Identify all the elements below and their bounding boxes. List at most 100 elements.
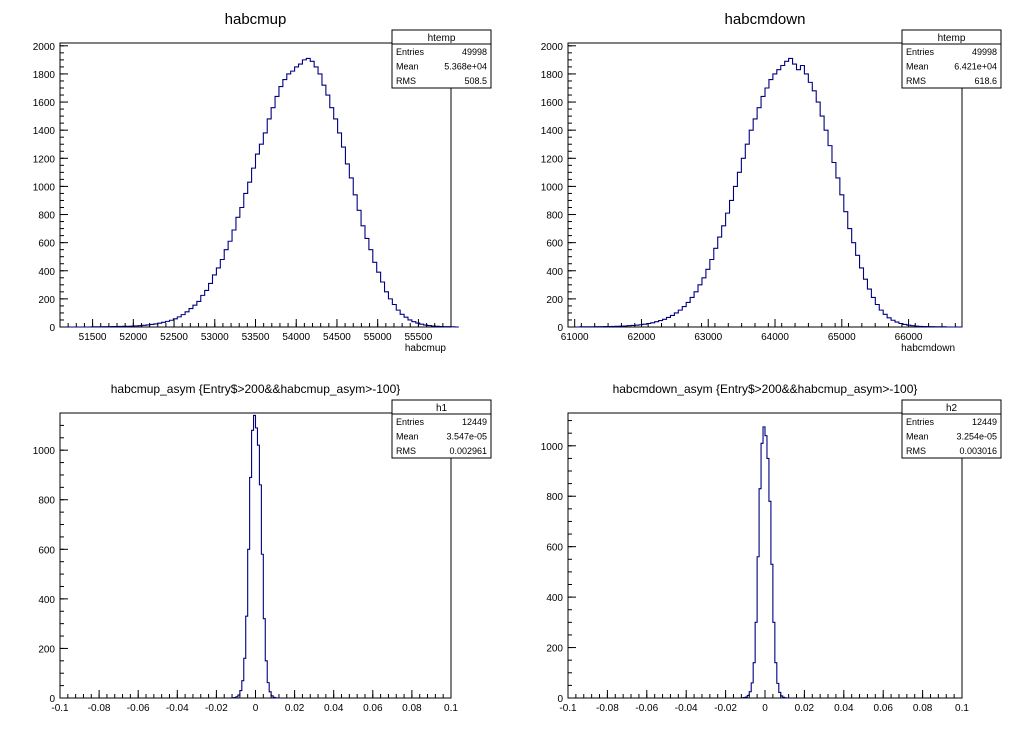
stats-value: 508.5 — [464, 76, 487, 86]
y-tick-label: 400 — [546, 593, 563, 604]
y-tick-label: 800 — [546, 492, 563, 503]
y-tick-label: 1000 — [33, 182, 56, 193]
y-tick-label: 400 — [38, 595, 55, 606]
y-tick-label: 0 — [557, 694, 563, 705]
y-tick-label: 1600 — [541, 98, 564, 109]
y-tick-label: 600 — [38, 545, 55, 556]
x-tick-label: 0 — [253, 703, 259, 714]
stats-box: h1 Entries 12449 Mean 3.547e-05 RMS 0.002961 — [391, 399, 492, 459]
x-tick-label: 55000 — [364, 332, 392, 343]
x-tick-label: 0.08 — [913, 703, 933, 714]
stats-label: Entries — [906, 47, 935, 57]
plot-frame — [567, 42, 963, 328]
x-tick-label: 52500 — [160, 332, 188, 343]
stats-value: 6.421e+04 — [954, 62, 997, 72]
x-tick-label: 53000 — [201, 332, 229, 343]
y-tick-label: 1200 — [541, 154, 564, 165]
chart-title: habcmdown — [725, 11, 806, 28]
stats-label: Mean — [906, 62, 929, 72]
x-axis-label: habcmdown — [901, 343, 955, 354]
x-tick-label: -0.08 — [88, 703, 111, 714]
stats-name: h2 — [946, 403, 958, 414]
y-tick-label: 600 — [546, 543, 563, 554]
stats-label: Mean — [906, 432, 929, 442]
x-tick-label: 0.04 — [324, 703, 344, 714]
x-tick-label: 54000 — [282, 332, 310, 343]
histogram-line — [60, 57, 459, 328]
stats-value: 0.002961 — [449, 446, 487, 456]
stats-label: RMS — [906, 76, 926, 86]
stats-label: Entries — [396, 47, 425, 57]
x-tick-label: 0.08 — [402, 703, 422, 714]
histogram-panel: habcmup 51500 52000 52500 53000 53500 54000 545… — [33, 11, 492, 354]
x-tick-label: -0.06 — [127, 703, 150, 714]
x-tick-label: -0.02 — [714, 703, 737, 714]
x-tick-label: 64000 — [761, 332, 789, 343]
y-tick-label: 600 — [546, 239, 563, 250]
stats-label: Entries — [906, 417, 935, 427]
y-tick-label: 200 — [38, 295, 55, 306]
y-tick-label: 2000 — [541, 42, 564, 53]
stats-value: 3.254e-05 — [956, 432, 997, 442]
x-tick-label: -0.08 — [596, 703, 619, 714]
x-tick-label: 52000 — [119, 332, 147, 343]
y-tick-label: 1800 — [541, 70, 564, 81]
x-axis-label: habcmup — [405, 343, 447, 354]
y-tick-label: 400 — [546, 267, 563, 278]
stats-value: 0.003016 — [959, 446, 997, 456]
histogram-panel: habcmdown 61000 62000 63000 64000 65000 66000 0… — [541, 11, 1002, 354]
y-tick-label: 0 — [49, 694, 55, 705]
y-tick-label: 200 — [546, 295, 563, 306]
stats-label: RMS — [396, 76, 416, 86]
y-tick-label: 1200 — [33, 154, 56, 165]
y-tick-label: 1000 — [541, 442, 564, 453]
x-tick-label: 0.02 — [795, 703, 815, 714]
y-tick-label: 1000 — [33, 446, 56, 457]
stats-value: 618.6 — [974, 76, 997, 86]
y-tick-label: 1800 — [33, 70, 56, 81]
chart-title: habcmup_asym {Entry$>200&&habcmup_asym>-… — [111, 382, 401, 396]
stats-box-frame — [901, 29, 1002, 89]
y-tick-label: 1000 — [541, 182, 564, 193]
x-tick-label: -0.1 — [51, 703, 69, 714]
chart-title: habcmup — [225, 11, 287, 28]
x-tick-label: -0.02 — [205, 703, 228, 714]
stats-box-frame — [391, 399, 492, 459]
histogram-panel: habcmdown_asym {Entry$>200&&habcmup_asym… — [541, 382, 1002, 714]
stats-value: 12449 — [462, 417, 487, 427]
stats-box-frame — [391, 29, 492, 89]
stats-value: 49998 — [972, 47, 997, 57]
x-tick-label: 0.1 — [955, 703, 969, 714]
y-tick-label: 2000 — [33, 42, 56, 53]
stats-value: 3.547e-05 — [446, 432, 487, 442]
x-tick-label: -0.06 — [635, 703, 658, 714]
x-tick-label: 63000 — [694, 332, 722, 343]
y-tick-label: 1400 — [33, 126, 56, 137]
stats-box-frame — [901, 399, 1002, 459]
x-tick-label: 66000 — [895, 332, 923, 343]
x-tick-label: -0.1 — [559, 703, 577, 714]
x-tick-label: -0.04 — [166, 703, 189, 714]
stats-label: Mean — [396, 432, 419, 442]
x-tick-label: 0.02 — [285, 703, 305, 714]
y-tick-label: 0 — [49, 323, 55, 334]
y-tick-label: 1600 — [33, 98, 56, 109]
y-tick-label: 200 — [38, 644, 55, 655]
y-tick-label: 400 — [38, 267, 55, 278]
x-tick-label: 65000 — [828, 332, 856, 343]
stats-name: h1 — [436, 403, 448, 414]
y-tick-label: 800 — [546, 211, 563, 222]
x-tick-label: 54500 — [323, 332, 351, 343]
histogram-line — [568, 57, 962, 328]
x-tick-label: 55500 — [405, 332, 433, 343]
stats-label: RMS — [906, 446, 926, 456]
stats-value: 49998 — [462, 47, 487, 57]
chart-title: habcmdown_asym {Entry$>200&&habcmup_asym… — [613, 382, 918, 396]
x-tick-label: 62000 — [628, 332, 656, 343]
y-tick-label: 600 — [38, 239, 55, 250]
stats-value: 12449 — [972, 417, 997, 427]
